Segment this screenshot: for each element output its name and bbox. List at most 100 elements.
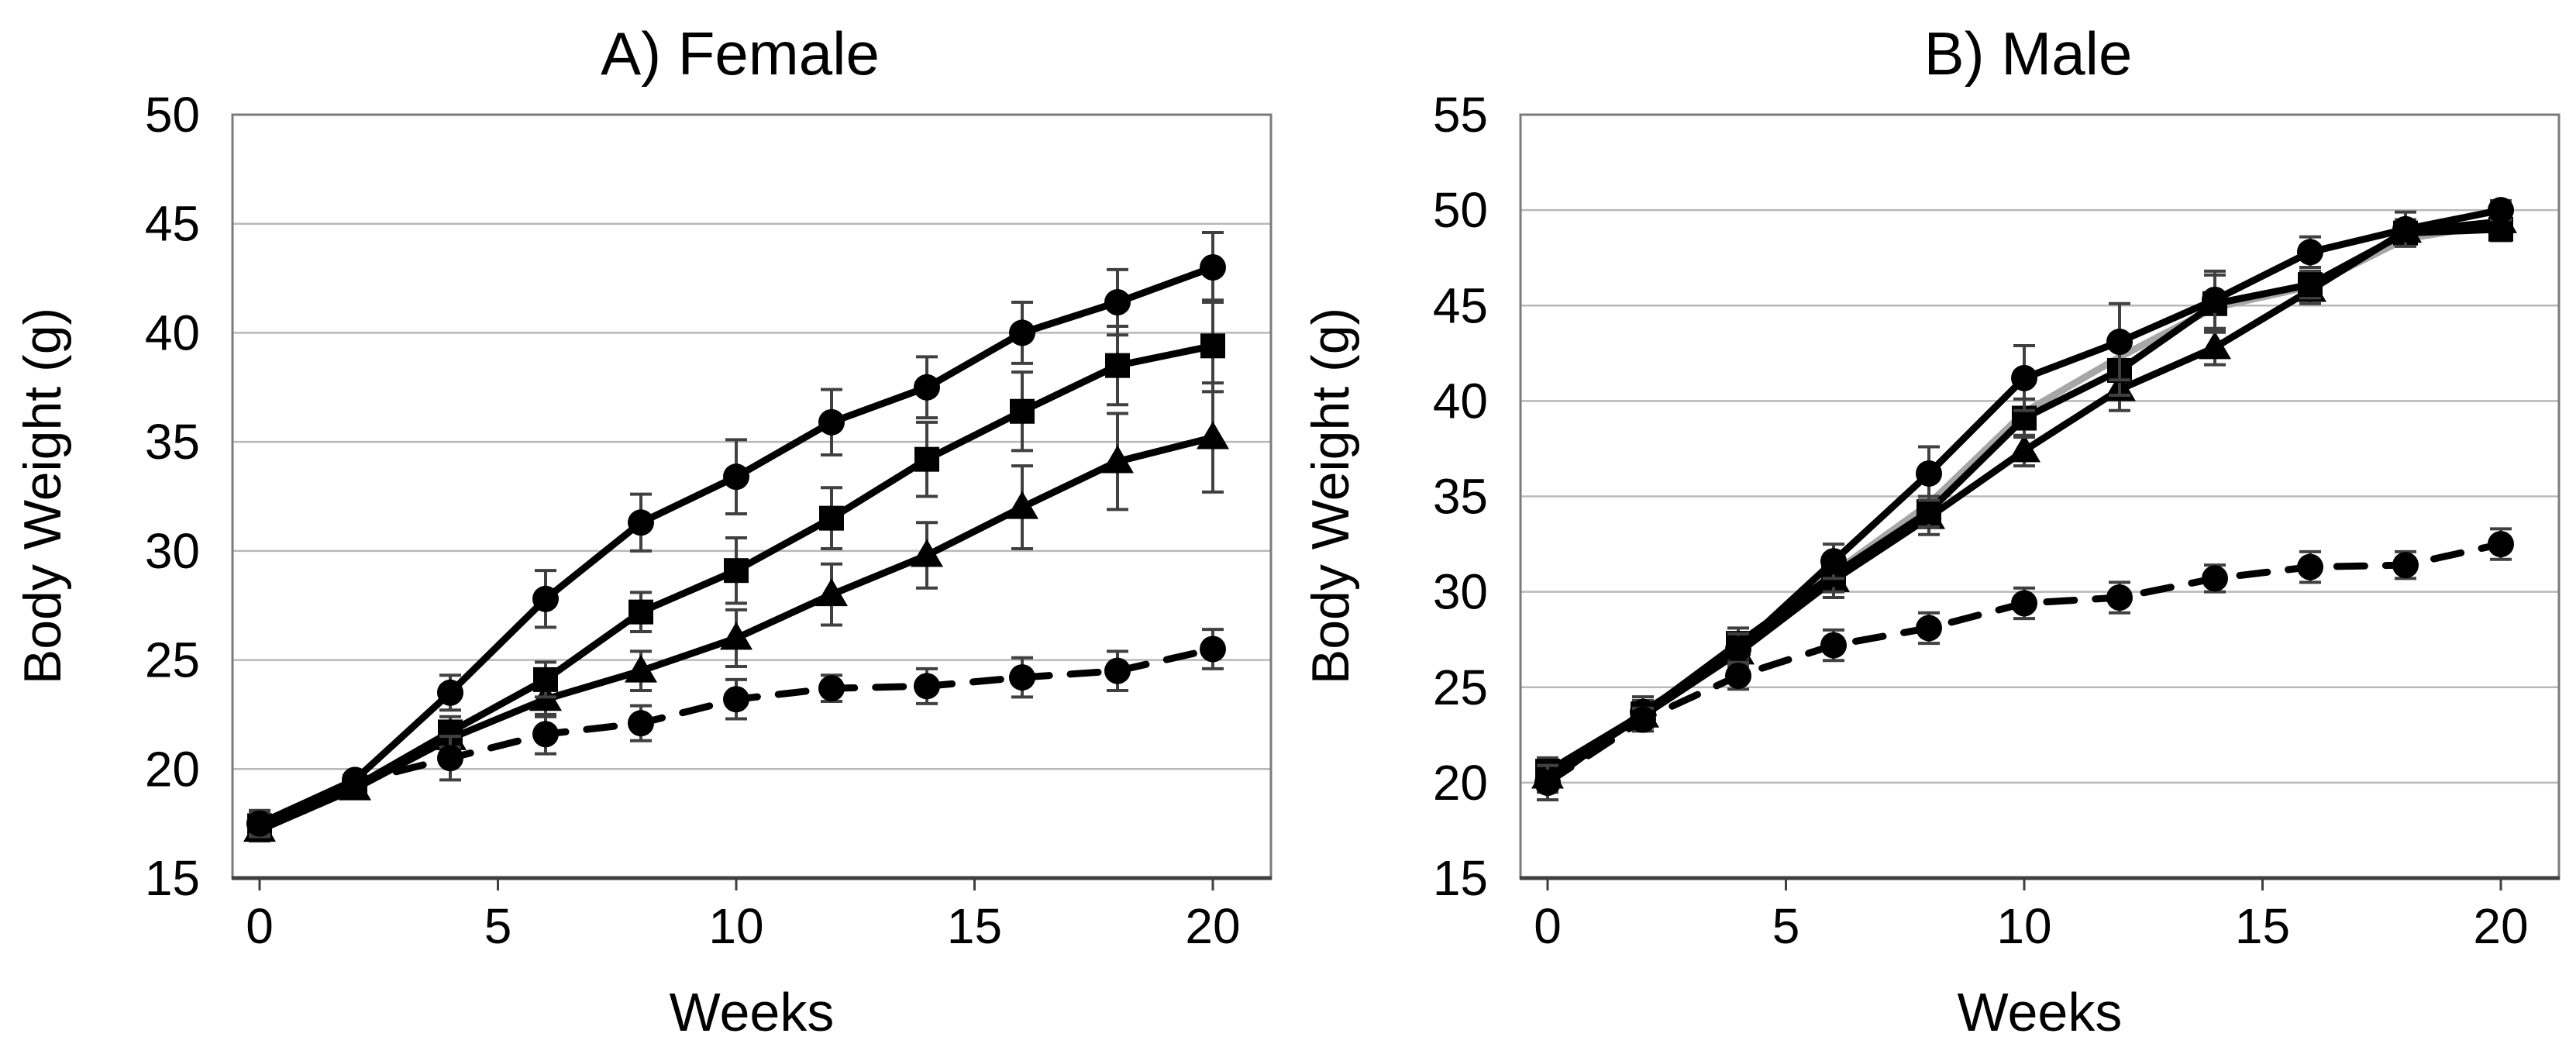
x-tick-label: 0	[246, 898, 274, 954]
marker-circle	[2202, 286, 2228, 313]
x-axis-label: Weeks	[1958, 982, 2123, 1042]
y-tick-label: 45	[145, 196, 200, 252]
marker-square	[1010, 398, 1035, 424]
marker-circle	[1916, 460, 1942, 487]
marker-triangle	[815, 578, 848, 607]
marker-circle	[2488, 197, 2514, 224]
y-tick-label: 20	[1433, 755, 1488, 811]
marker-square	[2298, 272, 2323, 298]
marker-circle	[2488, 531, 2514, 558]
marker-square	[819, 505, 844, 531]
marker-square	[1917, 499, 1941, 525]
marker-triangle	[1197, 421, 1229, 450]
y-tick-label: 15	[1433, 850, 1488, 906]
marker-circle	[628, 509, 654, 536]
marker-circle	[1820, 632, 1847, 659]
marker-square	[533, 666, 558, 692]
x-tick-label: 20	[2473, 898, 2528, 954]
y-tick-label: 45	[1433, 277, 1488, 333]
marker-circle	[1009, 664, 1035, 691]
marker-square	[629, 599, 653, 625]
marker-circle	[437, 745, 463, 772]
marker-circle	[914, 673, 940, 700]
marker-square	[1200, 333, 1225, 359]
marker-circle	[2202, 565, 2228, 592]
marker-square	[724, 558, 749, 584]
marker-circle	[1200, 636, 1226, 663]
marker-triangle	[2199, 331, 2231, 360]
marker-circle	[2011, 590, 2037, 617]
series-solid-square	[247, 298, 1225, 839]
marker-circle	[2011, 364, 2037, 391]
marker-triangle	[1101, 445, 1134, 474]
marker-triangle	[625, 654, 657, 683]
y-tick-label: 50	[1433, 182, 1488, 238]
y-tick-label: 30	[1433, 564, 1488, 620]
marker-circle	[818, 408, 845, 436]
plot-area-female: 15 20 25 30 35 40 45 50 0 5 10 15 20	[145, 87, 1273, 954]
y-tick-label: 15	[145, 850, 200, 906]
marker-triangle	[911, 539, 943, 567]
series-line-solid-square	[1544, 226, 2505, 775]
y-tick-label: 55	[1433, 87, 1488, 143]
marker-square	[1105, 353, 1130, 378]
chart-title-female: A) Female	[601, 19, 880, 88]
marker-circle	[1630, 706, 1656, 733]
y-tick-label: 40	[1433, 373, 1488, 429]
chart-title-male: B) Male	[1924, 19, 2133, 88]
y-tick-label: 50	[145, 87, 200, 143]
y-tick-label: 35	[145, 414, 200, 470]
y-tick-label: 20	[145, 741, 200, 797]
marker-circle	[2106, 329, 2133, 356]
marker-circle	[1534, 769, 1561, 796]
marker-circle	[532, 721, 559, 748]
marker-circle	[437, 679, 463, 706]
marker-circle	[1820, 548, 1847, 575]
series-dashed-circle	[1534, 527, 2514, 802]
x-tick-label: 15	[2235, 898, 2290, 954]
marker-circle	[342, 769, 368, 796]
x-tick-label: 5	[484, 898, 512, 954]
series-solid-circle	[246, 230, 1226, 837]
marker-circle	[1009, 319, 1035, 346]
y-tick-label: 25	[1433, 660, 1488, 715]
marker-circle	[818, 675, 845, 702]
x-tick-label: 10	[1996, 898, 2051, 954]
x-axis-label: Weeks	[670, 982, 835, 1042]
y-tick-label: 30	[145, 523, 200, 579]
marker-square	[914, 446, 939, 472]
marker-circle	[1104, 289, 1131, 316]
marker-circle	[1916, 615, 1942, 642]
marker-circle	[2297, 239, 2323, 266]
female-chart: A) Female Body Weight (g) Weeks 15 20 25 30…	[13, 19, 1273, 1042]
x-tick-label: 10	[708, 898, 763, 954]
marker-circle	[2392, 215, 2419, 243]
x-tick-label: 5	[1772, 898, 1800, 954]
marker-circle	[723, 463, 749, 491]
y-tick-label: 35	[1433, 469, 1488, 525]
y-axis-label: Body Weight (g)	[1301, 308, 1360, 684]
marker-circle	[532, 585, 559, 612]
marker-circle	[1200, 254, 1226, 281]
marker-circle	[914, 374, 940, 401]
marker-circle	[246, 810, 273, 837]
x-tick-label: 15	[947, 898, 1002, 954]
series-solid-circle	[1534, 197, 2514, 802]
marker-triangle	[2008, 434, 2040, 463]
plot-area-male: 15 20 25 30 35 40 45 50 55 0 5 10 15 20	[1433, 87, 2561, 954]
marker-circle	[723, 686, 749, 713]
marker-circle	[1725, 662, 1751, 689]
series-line-dashed-circle	[1544, 540, 2505, 787]
marker-circle	[628, 710, 654, 737]
marker-circle	[2392, 552, 2419, 579]
marker-triangle	[1006, 491, 1038, 519]
male-chart: B) Male Body Weight (g) Weeks 15 20 25 30 35…	[1301, 19, 2561, 1042]
marker-triangle	[720, 622, 752, 650]
series-dashed-circle	[246, 628, 1226, 839]
y-tick-label: 25	[145, 632, 200, 688]
marker-circle	[2297, 553, 2323, 580]
x-tick-label: 20	[1185, 898, 1240, 954]
y-axis-label: Body Weight (g)	[13, 308, 72, 684]
marker-circle	[1104, 657, 1131, 684]
